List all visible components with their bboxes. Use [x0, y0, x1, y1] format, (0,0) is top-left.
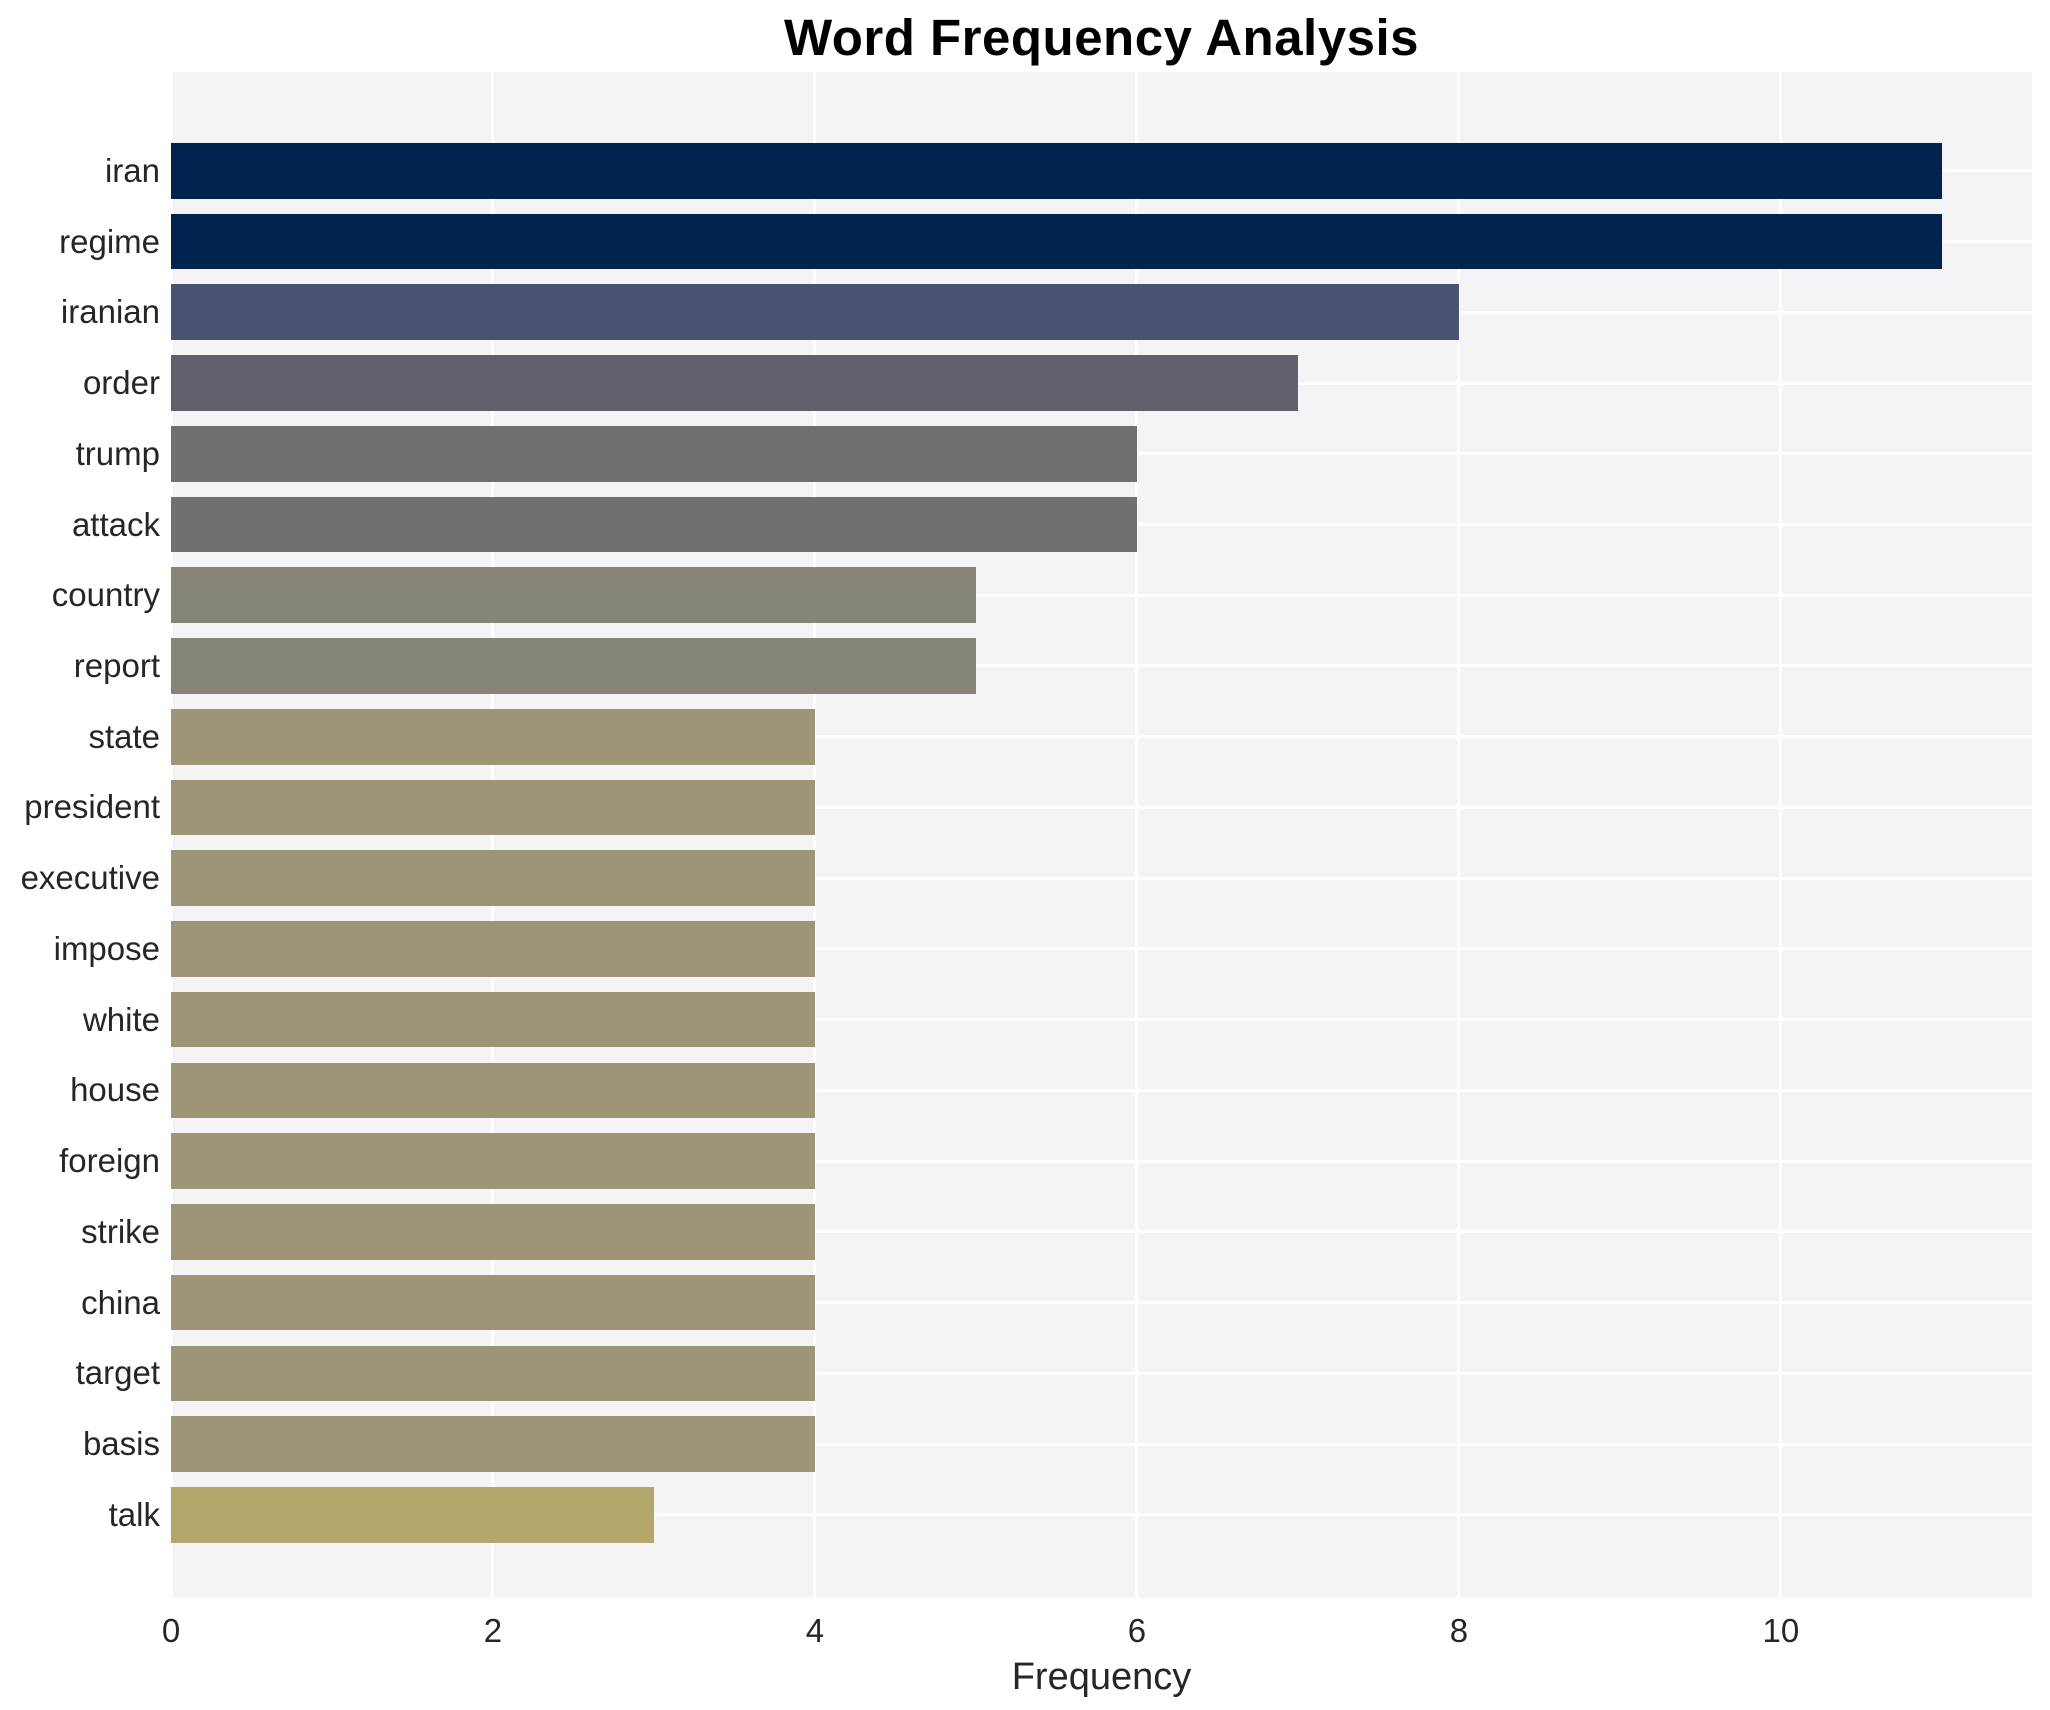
y-tick-label-president: president [24, 788, 160, 826]
y-tick-label-attack: attack [71, 505, 160, 543]
gridline-vertical [813, 72, 817, 1598]
bar-target [171, 1345, 815, 1402]
bar-talk [171, 1487, 654, 1543]
gridline-horizontal [171, 805, 2032, 809]
bar-iran [171, 143, 1942, 199]
bar-china [171, 1274, 815, 1331]
y-tick-label-report: report [73, 646, 160, 684]
bar-trump [171, 425, 1137, 482]
gridline-horizontal [171, 1371, 2032, 1375]
x-tick-label-4: 4 [805, 1612, 825, 1649]
x-axis-label: Frequency [1011, 1656, 1192, 1698]
chart-title: Word Frequency Analysis [783, 9, 1419, 66]
gridline-horizontal [171, 1442, 2032, 1446]
bar-white [171, 991, 815, 1048]
gridline-vertical [1135, 72, 1139, 1598]
x-tick-label-0: 0 [161, 1612, 181, 1649]
y-tick-label-talk: talk [108, 1495, 160, 1533]
x-tick-label-10: 10 [1762, 1612, 1800, 1649]
gridline-horizontal [171, 947, 2032, 951]
gridline-horizontal [171, 735, 2032, 739]
y-tick-label-target: target [75, 1354, 160, 1392]
bar-iranian [171, 284, 1459, 341]
y-tick-label-trump: trump [75, 434, 160, 472]
bar-country [171, 567, 976, 624]
gridline-horizontal [171, 1088, 2032, 1092]
gridline-vertical [1779, 72, 1783, 1598]
bar-president [171, 779, 815, 836]
bar-order [171, 355, 1298, 411]
gridline-vertical [1457, 72, 1461, 1598]
y-tick-label-iranian: iranian [60, 293, 160, 331]
y-tick-label-regime: regime [59, 222, 160, 260]
y-tick-label-order: order [82, 364, 160, 402]
gridline-horizontal [171, 593, 2032, 597]
bar-executive [171, 850, 815, 906]
bar-regime [171, 213, 1942, 270]
y-tick-label-foreign: foreign [59, 1142, 160, 1180]
bar-attack [171, 496, 1137, 553]
x-tick-label-8: 8 [1449, 1612, 1469, 1649]
y-tick-label-china: china [81, 1283, 160, 1321]
y-tick-label-country: country [51, 576, 160, 614]
gridline-horizontal [171, 1159, 2032, 1163]
x-tick-label-2: 2 [483, 1612, 503, 1649]
gridline-horizontal [171, 1018, 2032, 1022]
y-tick-label-executive: executive [20, 859, 160, 897]
gridline-horizontal [171, 876, 2032, 880]
y-tick-label-strike: strike [81, 1212, 160, 1250]
plot-area [169, 72, 2032, 1598]
bar-report [171, 638, 976, 694]
gridline-horizontal [171, 1513, 2032, 1517]
bar-foreign [171, 1133, 815, 1189]
bar-state [171, 708, 815, 765]
bar-basis [171, 1416, 815, 1472]
y-tick-label-impose: impose [53, 929, 160, 967]
gridline-horizontal [171, 1301, 2032, 1305]
bar-house [171, 1062, 815, 1119]
y-tick-label-iran: iran [104, 151, 160, 189]
bar-impose [171, 921, 815, 977]
bar-strike [171, 1204, 815, 1260]
y-tick-label-white: white [82, 1000, 160, 1038]
y-tick-label-house: house [70, 1071, 160, 1109]
y-tick-label-state: state [88, 717, 160, 755]
gridline-horizontal [171, 1230, 2032, 1234]
gridline-horizontal [171, 664, 2032, 668]
x-tick-label-6: 6 [1127, 1612, 1147, 1649]
y-tick-label-basis: basis [82, 1425, 160, 1463]
